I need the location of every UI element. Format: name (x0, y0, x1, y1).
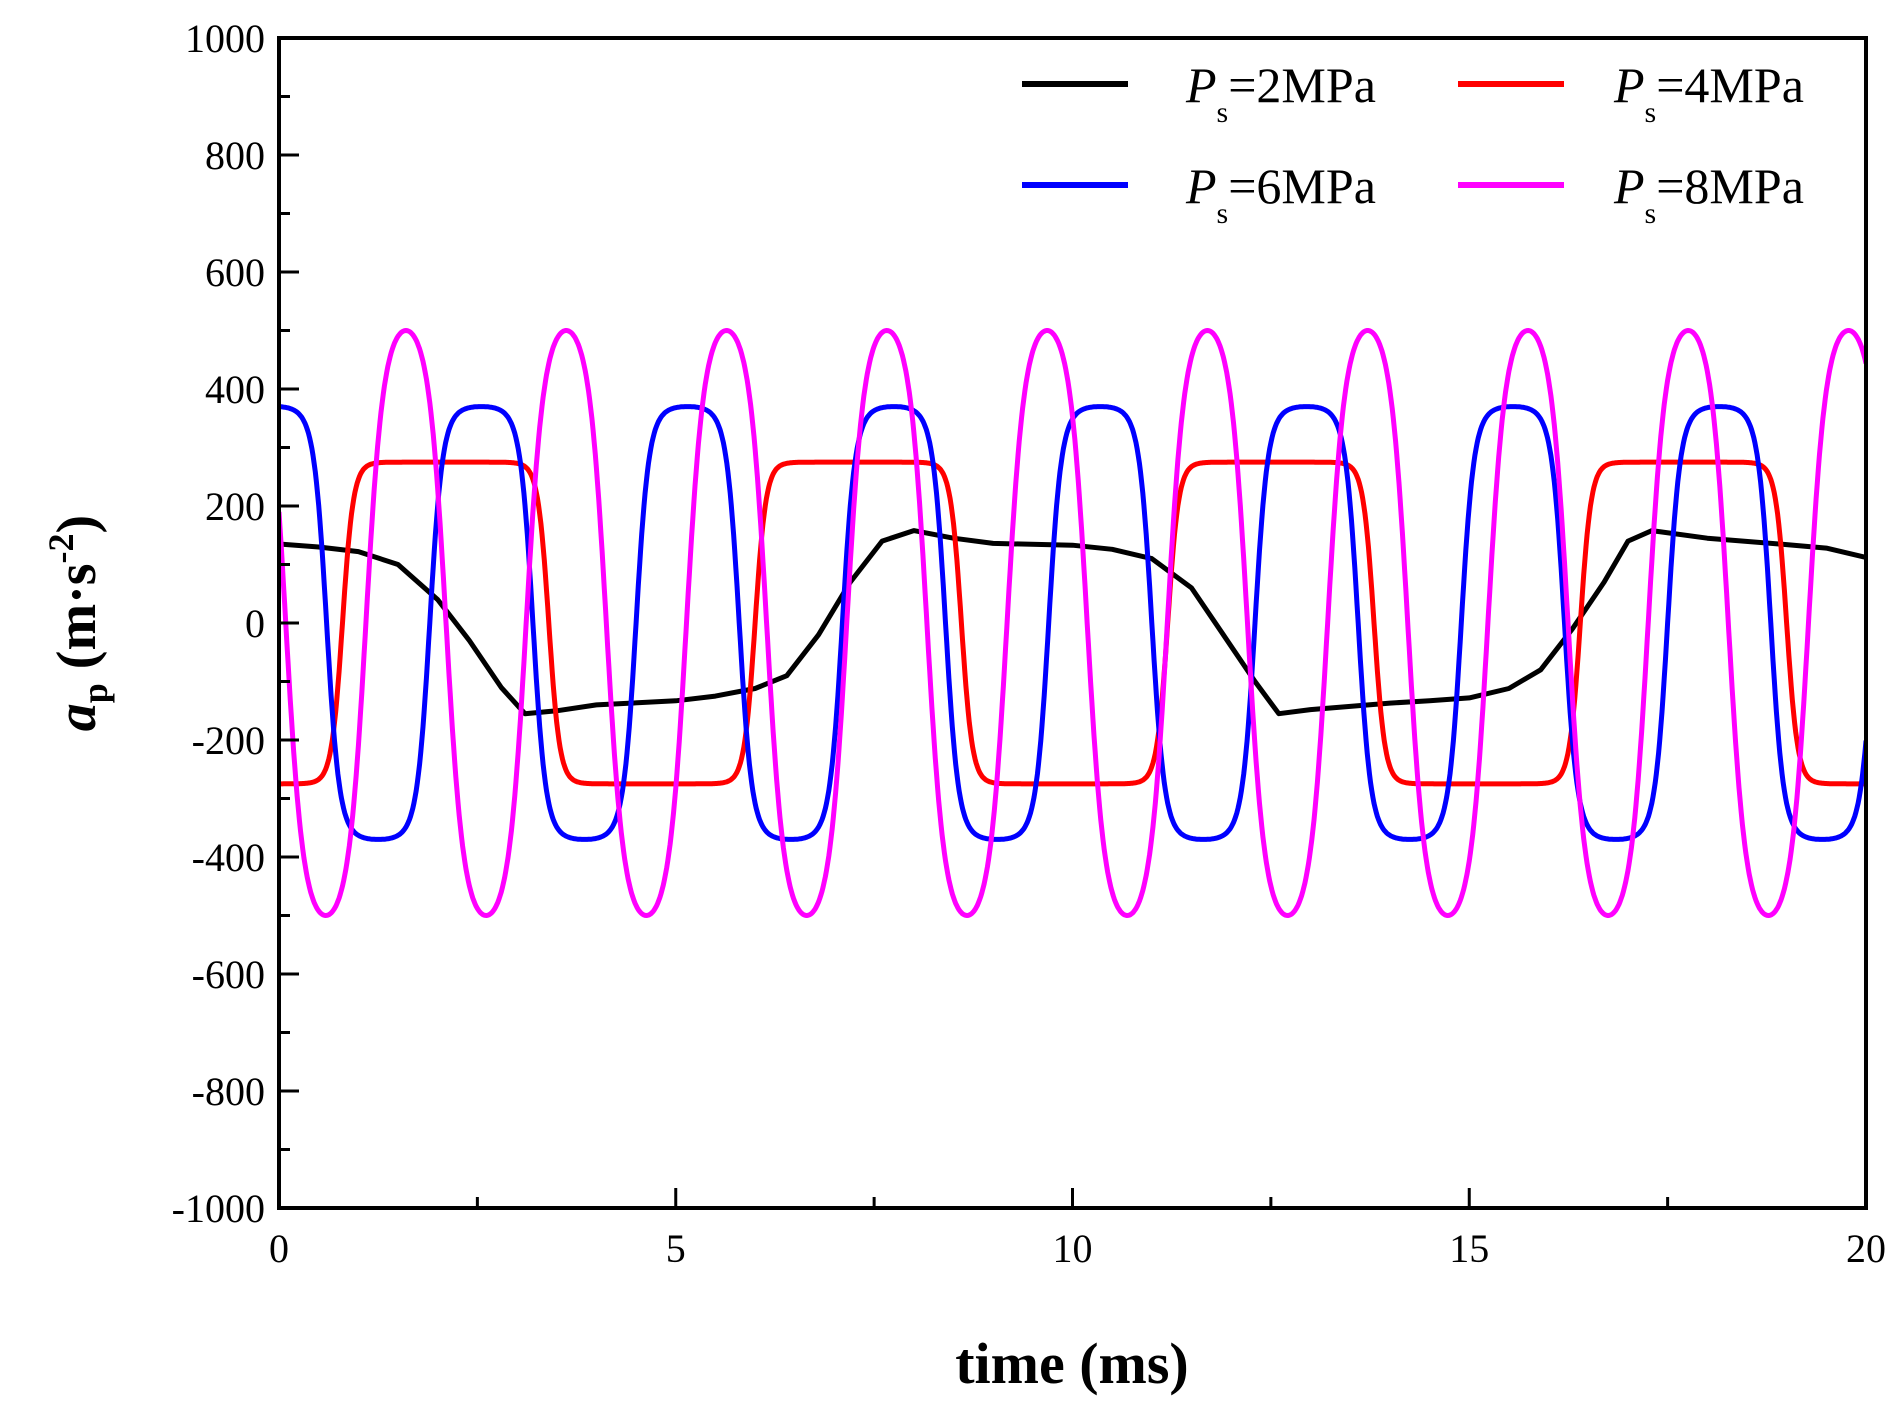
y-tick-label: 400 (205, 367, 265, 412)
y-axis-subscript: p (75, 683, 115, 703)
series-line (279, 328, 1866, 918)
x-tick-label: 10 (1053, 1226, 1093, 1271)
y-tick-label: -800 (192, 1069, 265, 1114)
series-line (279, 459, 1866, 787)
y-tick-label: -400 (192, 835, 265, 880)
y-axis-unit: (m·s (46, 563, 108, 669)
x-tick-label: 15 (1449, 1226, 1489, 1271)
y-tick-label: 1000 (185, 16, 265, 61)
x-axis-title: time (ms) (955, 1331, 1189, 1396)
legend-label: Ps=4MPa (1613, 57, 1804, 129)
y-tick-label: 600 (205, 250, 265, 295)
svg-text:ap (m·s-2): ap (m·s-2) (41, 515, 115, 731)
legend-label: Ps=8MPa (1613, 158, 1804, 230)
y-tick-label: 200 (205, 484, 265, 529)
y-axis-symbol: a (46, 703, 108, 731)
y-axis-unit-sup: -2 (41, 533, 81, 563)
y-axis-title: ap (m·s-2) (41, 515, 115, 731)
y-tick-label: 800 (205, 133, 265, 178)
y-tick-label: -1000 (172, 1186, 265, 1231)
y-axis-unit-close: ) (46, 515, 108, 534)
y-tick-label: 0 (245, 601, 265, 646)
x-tick-label: 5 (666, 1226, 686, 1271)
legend-label: Ps=6MPa (1185, 158, 1376, 230)
x-tick-label: 20 (1846, 1226, 1886, 1271)
series-line (279, 528, 1866, 717)
y-tick-label: -200 (192, 718, 265, 763)
legend-label: Ps=2MPa (1185, 57, 1376, 129)
y-tick-label: -600 (192, 952, 265, 997)
x-tick-label: 0 (269, 1226, 289, 1271)
